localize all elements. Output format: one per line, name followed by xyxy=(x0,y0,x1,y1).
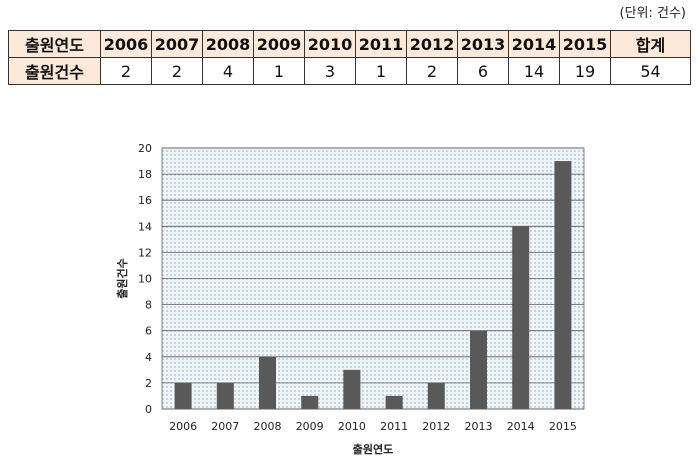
year-cell: 2007 xyxy=(151,30,203,58)
bar-2014 xyxy=(512,226,530,409)
y-tick-label: 4 xyxy=(145,351,152,364)
y-tick-label: 10 xyxy=(138,273,152,286)
x-tick-label: 2007 xyxy=(211,420,239,433)
bar-2011 xyxy=(385,395,403,409)
bar-2015 xyxy=(554,161,572,409)
year-cell: 2008 xyxy=(202,30,254,58)
row-label-cell: 출원건수 xyxy=(8,57,101,85)
header-label-cell: 출원연도 xyxy=(8,30,101,58)
chart-container: 0 2 4 6 8 10 12 14 16 18 20 2006 2007 2008 2009 2010 20… xyxy=(114,134,604,464)
year-cell: 2012 xyxy=(406,30,458,58)
y-tick-label: 14 xyxy=(138,220,152,233)
count-cell: 14 xyxy=(508,57,560,85)
y-axis-ticks: 0 2 4 6 8 10 12 14 16 18 20 xyxy=(138,142,152,416)
count-cell: 2 xyxy=(151,57,203,85)
x-tick-label: 2010 xyxy=(338,420,366,433)
x-tick-label: 2011 xyxy=(380,420,408,433)
unit-note: (단위: 건수) xyxy=(619,6,687,21)
year-cell: 2013 xyxy=(457,30,509,58)
x-tick-label: 2012 xyxy=(422,420,450,433)
count-cell: 2 xyxy=(406,57,458,85)
count-cell: 19 xyxy=(559,57,611,85)
bar-2012 xyxy=(427,382,445,409)
bars xyxy=(174,161,572,409)
bar-2006 xyxy=(174,382,192,409)
year-cell: 2015 xyxy=(559,30,611,58)
y-tick-label: 18 xyxy=(138,168,152,181)
year-cell: 2014 xyxy=(508,30,560,58)
x-tick-label: 2014 xyxy=(507,420,535,433)
bar-2010 xyxy=(343,369,361,409)
count-cell: 2 xyxy=(100,57,152,85)
y-tick-label: 2 xyxy=(145,377,152,390)
x-tick-label: 2015 xyxy=(549,420,577,433)
x-tick-label: 2009 xyxy=(296,420,324,433)
year-cell: 2011 xyxy=(355,30,407,58)
count-cell: 6 xyxy=(457,57,509,85)
year-cell: 2009 xyxy=(253,30,305,58)
total-label-cell: 합계 xyxy=(610,30,691,58)
x-tick-label: 2008 xyxy=(254,420,282,433)
y-axis-label: 출원건수 xyxy=(115,258,129,298)
x-axis-ticks: 2006 2007 2008 2009 2010 2011 2012 2013 2014 2015 xyxy=(169,420,577,433)
x-tick-label: 2013 xyxy=(465,420,493,433)
y-tick-label: 0 xyxy=(145,403,152,416)
year-cell: 2010 xyxy=(304,30,356,58)
y-tick-label: 12 xyxy=(138,246,152,259)
count-cell: 4 xyxy=(202,57,254,85)
bar-2009 xyxy=(301,395,319,409)
total-count-cell: 54 xyxy=(610,57,691,85)
y-tick-label: 6 xyxy=(145,325,152,338)
x-axis-label: 출원연도 xyxy=(353,442,393,456)
table-header-row: 출원연도 2006 2007 2008 2009 2010 2011 2012 … xyxy=(8,30,691,58)
count-cell: 1 xyxy=(253,57,305,85)
bar-2013 xyxy=(470,330,487,409)
bar-2008 xyxy=(259,356,276,409)
table-count-row: 출원건수 2 2 4 1 3 1 2 6 14 19 54 xyxy=(8,57,691,85)
y-tick-label: 8 xyxy=(145,299,152,312)
x-tick-label: 2006 xyxy=(169,420,197,433)
bar-2007 xyxy=(216,382,234,409)
y-tick-label: 16 xyxy=(138,194,152,207)
patent-count-table: 출원연도 2006 2007 2008 2009 2010 2011 2012 … xyxy=(8,30,691,85)
count-cell: 1 xyxy=(355,57,407,85)
year-cell: 2006 xyxy=(100,30,152,58)
y-tick-label: 20 xyxy=(138,142,152,155)
count-cell: 3 xyxy=(304,57,356,85)
